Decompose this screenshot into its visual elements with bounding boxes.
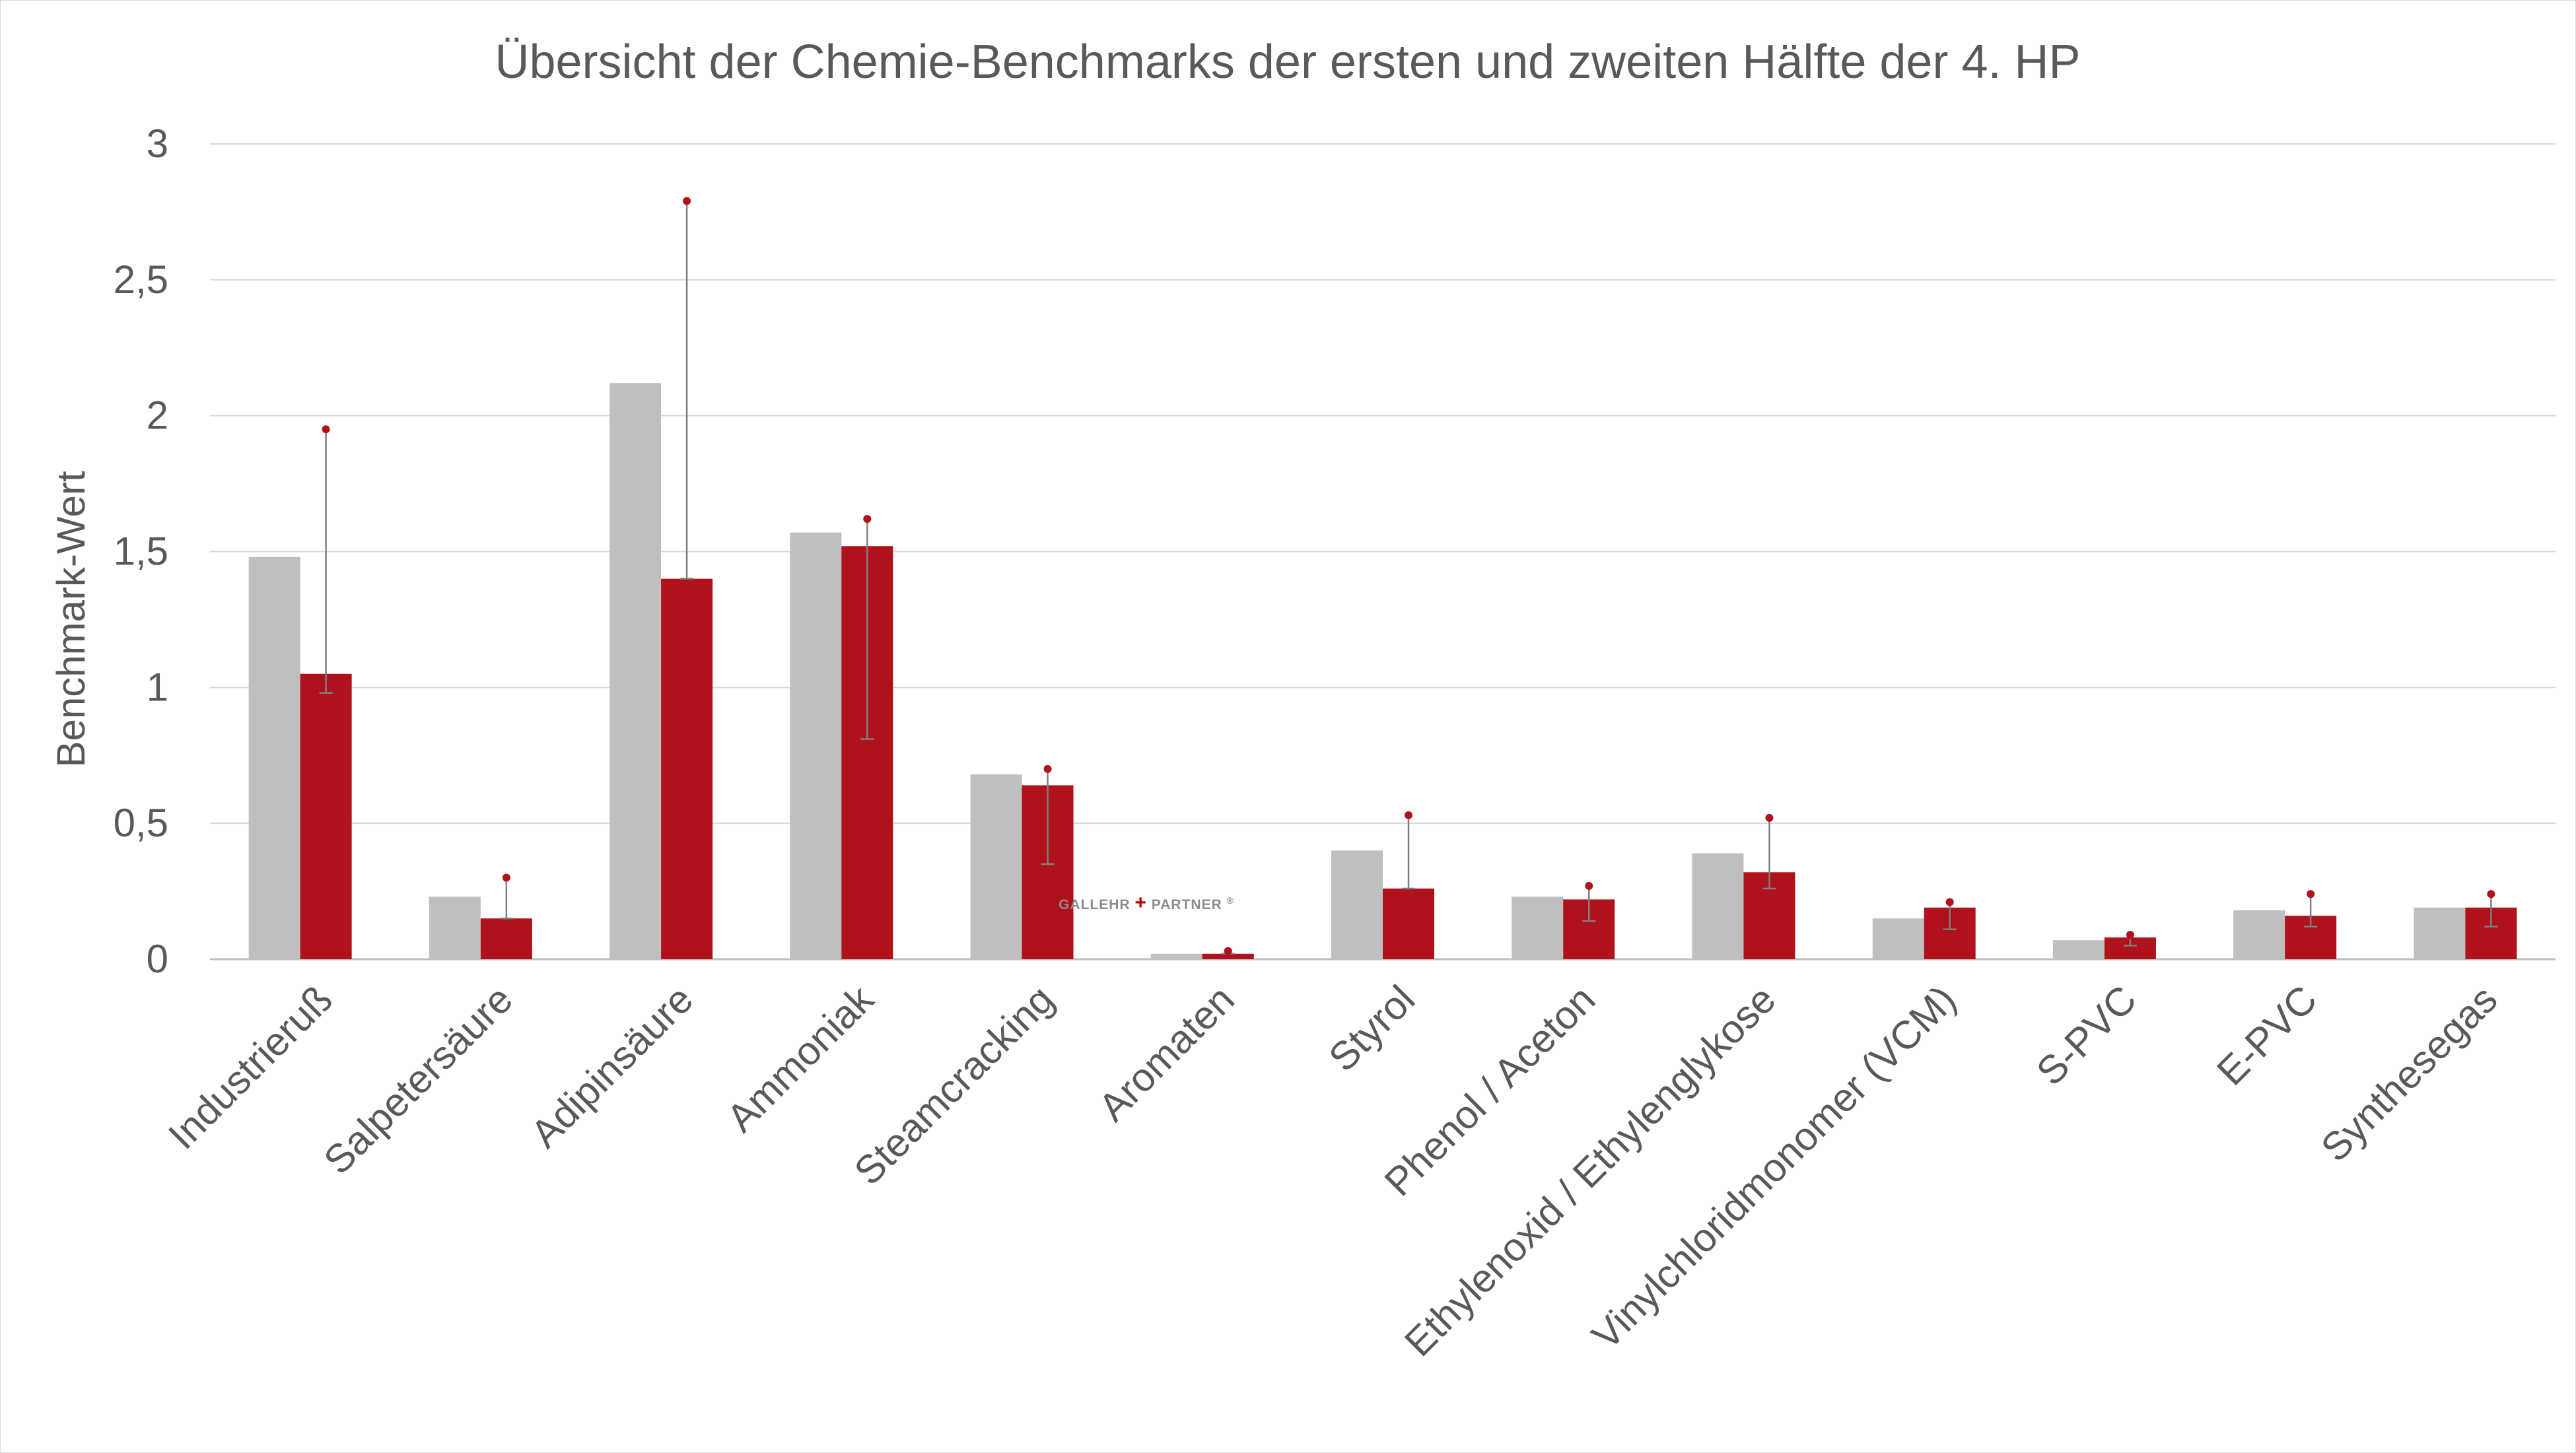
x-tick-label: Vinylchloridmonomer (VCM): [1584, 977, 1965, 1358]
bar-series-1: [248, 557, 300, 959]
x-tick-label: S-PVC: [2028, 977, 2145, 1094]
error-bar-marker: [683, 197, 691, 205]
error-bar-marker: [502, 873, 510, 882]
y-tick-label: 2: [147, 393, 168, 438]
chart-title: Übersicht der Chemie-Benchmarks der erst…: [495, 36, 2080, 88]
bar-series-1: [609, 383, 662, 959]
error-bar-marker: [1224, 947, 1232, 955]
bar-series-2: [480, 918, 532, 959]
error-bar-marker: [1765, 813, 1774, 822]
y-tick-label: 3: [147, 121, 168, 166]
y-tick-label: 1,5: [114, 529, 168, 574]
bar-series-2: [1202, 953, 1254, 959]
x-tick-label: Ethylenoxid / Ethylenglykose: [1396, 977, 1784, 1365]
watermark-mark: ®: [1227, 895, 1234, 906]
bar-series-1: [2414, 907, 2466, 959]
x-tick-label: Salpetersäure: [316, 977, 522, 1183]
y-tick-label: 0: [147, 937, 168, 981]
y-tick-label: 1: [147, 665, 168, 709]
bar-series-1: [1692, 853, 1744, 959]
bar-series-1: [2052, 940, 2105, 959]
gridlines: [210, 143, 2556, 961]
error-bars: [319, 197, 2498, 955]
error-bar-marker: [2487, 890, 2495, 898]
x-tick-label: E-PVC: [2208, 977, 2325, 1094]
x-tick-label: Adipinsäure: [522, 977, 701, 1156]
bar-series-2: [661, 578, 713, 959]
error-bar-marker: [322, 425, 330, 434]
bar-series-1: [429, 896, 481, 959]
error-bar-marker: [1405, 811, 1412, 819]
error-bar-marker: [2126, 930, 2134, 939]
bar-series-1: [1331, 850, 1383, 959]
bar-series-1: [1872, 918, 1924, 959]
y-tick-label: 2,5: [114, 257, 168, 302]
bar-series-1: [2233, 910, 2285, 959]
y-axis-label: Benchmark-Wert: [49, 471, 93, 767]
watermark-right: PARTNER: [1152, 897, 1222, 912]
svg-text:GALLEHR + PARTNER: GALLEHR + PARTNER ®: [1059, 892, 1234, 914]
x-tick-label: Styrol: [1320, 977, 1423, 1080]
bar-series-1: [970, 774, 1022, 959]
bar-series-2: [300, 673, 352, 959]
x-tick-label: Ammoniak: [718, 976, 882, 1140]
error-bar-marker: [1945, 898, 1954, 906]
bar-series-2: [1383, 888, 1434, 959]
error-bar-marker: [1043, 764, 1052, 773]
x-tick-label: Aromaten: [1090, 977, 1243, 1130]
watermark-left: GALLEHR: [1059, 897, 1131, 912]
error-bar-marker: [2307, 890, 2315, 898]
y-tick-label: 0,5: [114, 801, 168, 845]
bars: [248, 383, 2517, 959]
x-tick-label: Industrieruß: [160, 977, 341, 1158]
bar-series-1: [1512, 896, 1564, 959]
error-bar-marker: [1585, 881, 1593, 890]
y-axis-ticks: 0 0,5 1 1,5 2 2,5 3: [114, 121, 168, 981]
bar-series-1: [1150, 953, 1202, 959]
watermark-logo: GALLEHR + PARTNER ®: [1059, 892, 1234, 914]
bar-series-1: [790, 532, 842, 959]
watermark-cross: +: [1134, 892, 1147, 914]
x-tick-label: Synthesegas: [2313, 977, 2506, 1170]
error-bar-marker: [863, 515, 872, 524]
